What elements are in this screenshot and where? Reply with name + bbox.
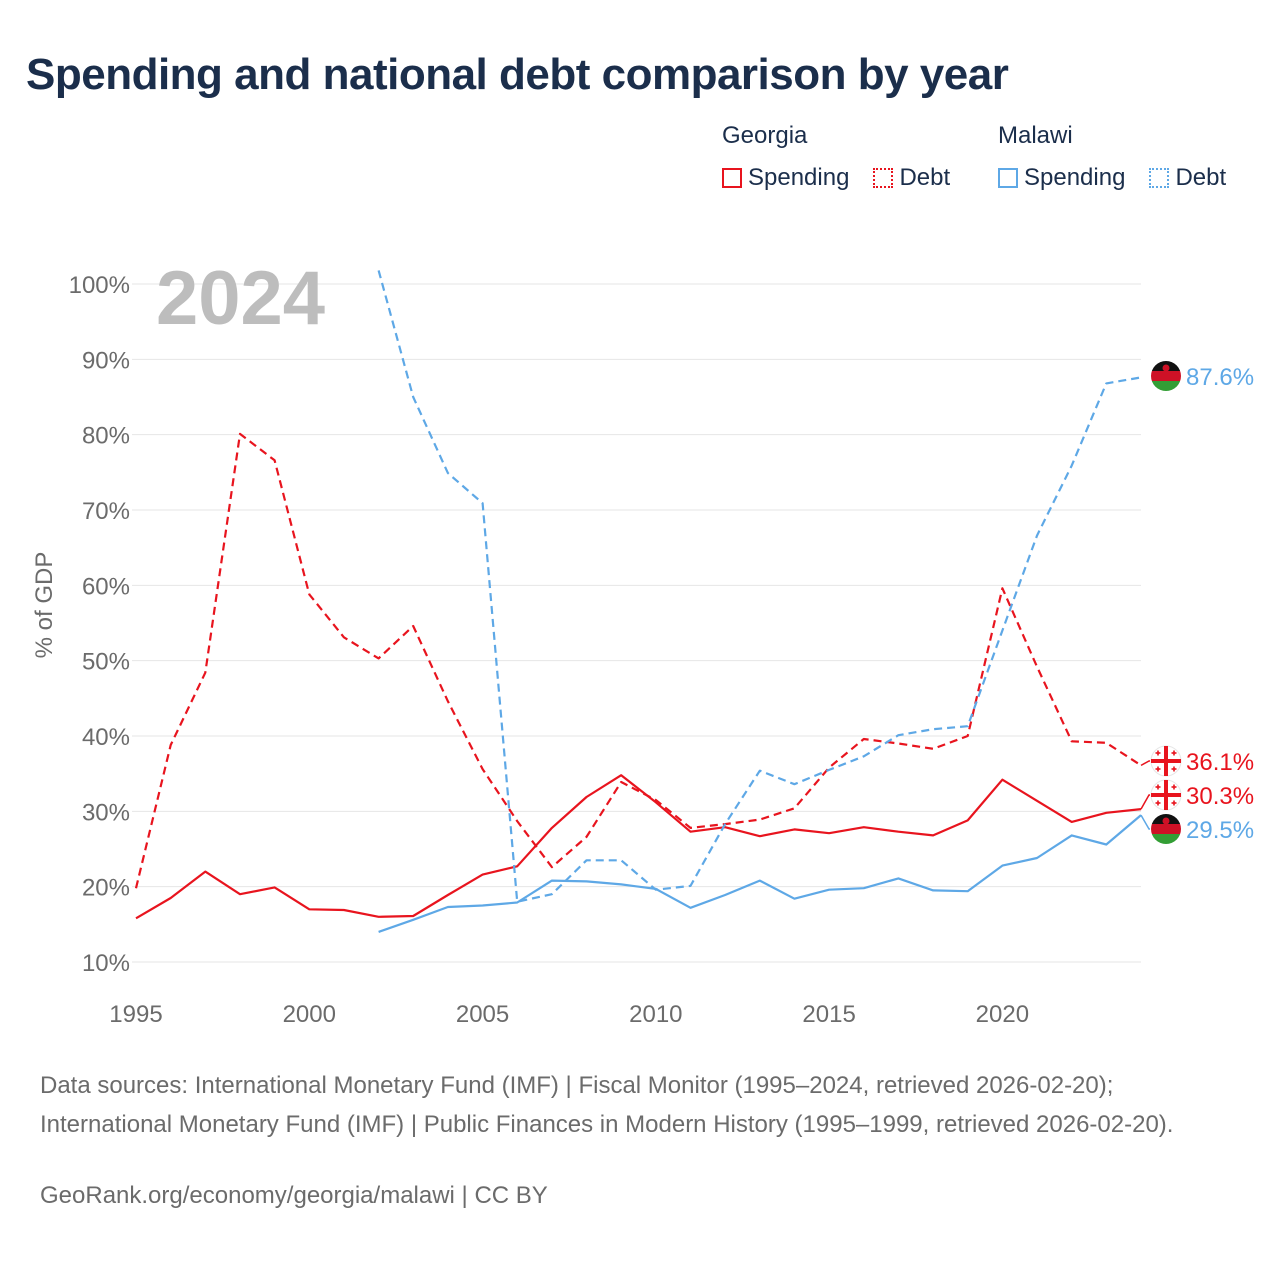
malawi-flag-icon xyxy=(1151,814,1181,844)
y-tick-label: 70% xyxy=(82,498,130,525)
y-tick-label: 40% xyxy=(82,724,130,751)
x-axis: 1995 2000 2005 2010 2015 2020 xyxy=(109,1001,1029,1028)
leader-line xyxy=(1140,760,1150,767)
y-axis: 10% 20% 30% 40% 50% 60% 70% 80% 90% 100% xyxy=(69,272,130,977)
x-tick-label: 2020 xyxy=(976,1001,1029,1028)
x-tick-label: 2015 xyxy=(802,1001,855,1028)
y-tick-label: 30% xyxy=(82,799,130,826)
end-label-georgia-debt[interactable]: 36.1% xyxy=(1140,745,1254,777)
legend-country-malawi: Malawi xyxy=(998,122,1073,149)
series-lines xyxy=(134,270,1142,933)
x-tick-label: 2005 xyxy=(456,1001,509,1028)
series-line-debt[interactable] xyxy=(377,270,1142,903)
x-tick-label: 2000 xyxy=(283,1001,336,1028)
legend-label: Spending xyxy=(748,164,850,191)
end-value-label: 87.6% xyxy=(1186,364,1254,391)
series-line-spending[interactable] xyxy=(378,814,1142,933)
legend-item-malawi-spending[interactable]: Spending xyxy=(998,164,1125,192)
chart-title: Spending and national debt comparison by… xyxy=(26,50,1009,99)
end-label-malawi-spending[interactable]: 29.5% xyxy=(1140,814,1254,844)
y-tick-label: 50% xyxy=(82,649,130,676)
legend-item-malawi-debt[interactable]: Debt xyxy=(1149,164,1226,192)
year-watermark: 2024 xyxy=(156,256,325,341)
series-line-spending[interactable] xyxy=(135,774,1142,920)
legend-label: Debt xyxy=(899,164,951,191)
credit-link[interactable]: GeoRank.org/economy/georgia/malawi | CC … xyxy=(40,1182,548,1209)
legend-group-georgia: Georgia Spending Debt xyxy=(722,122,968,192)
line-chart: 2024 10% 20% 30% 40% 50% 60% 70% 80% 90% 100% 199… xyxy=(31,256,1254,1028)
georgia-flag-icon xyxy=(1150,779,1182,811)
y-tick-label: 80% xyxy=(82,423,130,450)
data-sources: Data sources: International Monetary Fun… xyxy=(40,1072,1174,1138)
y-tick-label: 10% xyxy=(82,950,130,977)
end-label-malawi-debt[interactable]: 87.6% xyxy=(1151,361,1254,391)
legend-label: Spending xyxy=(1024,164,1126,191)
legend-item-georgia-spending[interactable]: Spending xyxy=(722,164,849,192)
y-axis-label: % of GDP xyxy=(31,552,58,659)
end-value-label: 30.3% xyxy=(1186,783,1254,810)
legend-swatch-solid xyxy=(998,168,1018,188)
end-value-label: 36.1% xyxy=(1186,749,1254,776)
y-tick-label: 90% xyxy=(82,347,130,374)
y-tick-label: 20% xyxy=(82,875,130,902)
legend-label: Debt xyxy=(1175,164,1227,191)
series-line-debt[interactable] xyxy=(134,432,1142,889)
legend-swatch-dashed xyxy=(1149,168,1170,188)
end-labels: 30.3% 36.1% 29.5% 87.6% xyxy=(1140,361,1254,844)
end-value-label: 29.5% xyxy=(1186,817,1254,844)
gridlines xyxy=(132,283,1141,963)
legend-country-georgia: Georgia xyxy=(722,122,808,149)
legend-group-malawi: Malawi Spending Debt xyxy=(998,122,1244,192)
legend-swatch-solid xyxy=(722,168,742,188)
malawi-flag-icon xyxy=(1151,361,1181,391)
y-tick-label: 100% xyxy=(69,272,130,299)
georgia-flag-icon xyxy=(1150,745,1182,777)
x-tick-label: 2010 xyxy=(629,1001,682,1028)
x-tick-label: 1995 xyxy=(109,1001,162,1028)
leader-line xyxy=(1140,794,1150,810)
end-label-georgia-spending[interactable]: 30.3% xyxy=(1140,779,1254,811)
legend-swatch-dashed xyxy=(873,168,894,188)
legend-item-georgia-debt[interactable]: Debt xyxy=(873,164,950,192)
leader-line xyxy=(1140,814,1150,830)
y-tick-label: 60% xyxy=(82,573,130,600)
